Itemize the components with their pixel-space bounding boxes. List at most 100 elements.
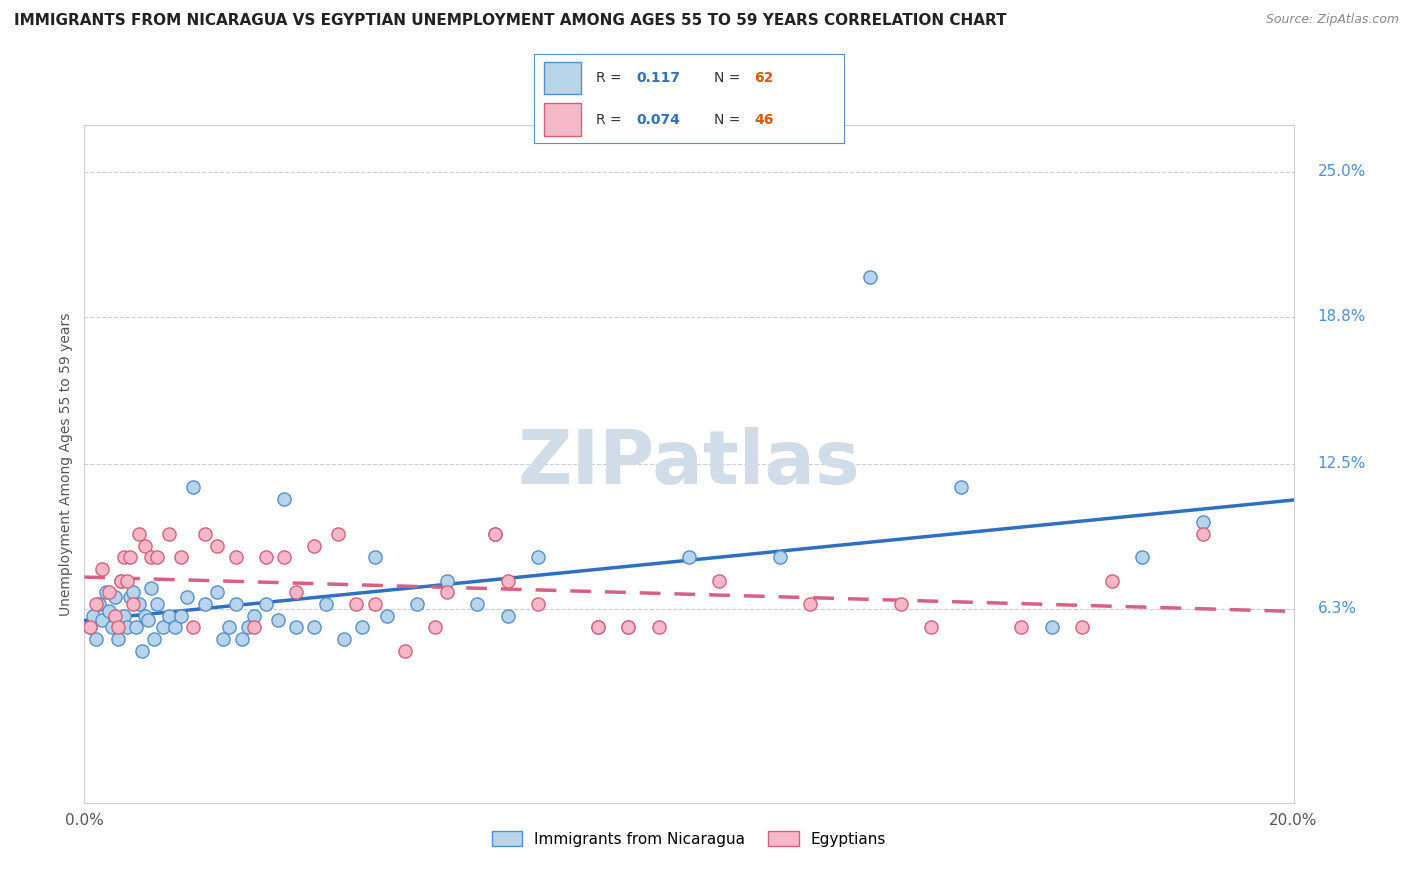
Point: [181, 620, 204, 634]
Text: 6.3%: 6.3%: [1317, 601, 1357, 616]
Point: [1010, 620, 1032, 634]
Text: ZIPatlas: ZIPatlas: [517, 427, 860, 500]
Text: 0.117: 0.117: [637, 70, 681, 85]
Point: [128, 527, 150, 541]
Point: [496, 574, 519, 588]
Point: [207, 539, 229, 553]
Text: 12.5%: 12.5%: [1317, 457, 1367, 471]
Point: [181, 480, 204, 494]
Point: [302, 620, 325, 634]
Point: [128, 597, 150, 611]
Point: [79, 620, 101, 634]
Text: N =: N =: [714, 112, 744, 127]
Point: [82, 608, 104, 623]
Point: [121, 585, 143, 599]
Point: [496, 608, 519, 623]
Point: [86, 597, 108, 611]
Legend: Immigrants from Nicaragua, Egyptians: Immigrants from Nicaragua, Egyptians: [485, 824, 893, 853]
Point: [104, 590, 127, 604]
Point: [436, 585, 458, 599]
Point: [467, 597, 489, 611]
Point: [859, 269, 882, 284]
Point: [346, 597, 368, 611]
Text: N =: N =: [714, 70, 744, 85]
Point: [107, 632, 129, 647]
Point: [89, 597, 111, 611]
Text: 62: 62: [754, 70, 773, 85]
FancyBboxPatch shape: [544, 103, 581, 136]
Point: [406, 597, 429, 611]
Point: [363, 550, 385, 565]
Point: [194, 527, 217, 541]
Text: IMMIGRANTS FROM NICARAGUA VS EGYPTIAN UNEMPLOYMENT AMONG AGES 55 TO 59 YEARS COR: IMMIGRANTS FROM NICARAGUA VS EGYPTIAN UN…: [14, 13, 1007, 29]
Point: [267, 614, 290, 628]
Point: [165, 620, 187, 634]
Point: [118, 550, 141, 565]
Point: [617, 620, 640, 634]
Point: [333, 632, 356, 647]
Point: [769, 550, 792, 565]
Point: [91, 562, 114, 576]
Point: [920, 620, 942, 634]
Point: [225, 597, 247, 611]
Point: [157, 608, 180, 623]
Point: [588, 620, 610, 634]
Point: [1192, 527, 1215, 541]
FancyBboxPatch shape: [544, 62, 581, 94]
Point: [1071, 620, 1094, 634]
Point: [527, 550, 550, 565]
Point: [136, 614, 159, 628]
Point: [484, 527, 506, 541]
Point: [131, 644, 153, 658]
Point: [352, 620, 374, 634]
Text: 18.8%: 18.8%: [1317, 309, 1367, 324]
Point: [1192, 516, 1215, 530]
Point: [231, 632, 253, 647]
Point: [176, 590, 198, 604]
Point: [1101, 574, 1123, 588]
Point: [97, 604, 120, 618]
Point: [273, 550, 295, 565]
Point: [678, 550, 700, 565]
Point: [207, 585, 229, 599]
Point: [242, 620, 264, 634]
Point: [709, 574, 731, 588]
Point: [394, 644, 416, 658]
Point: [375, 608, 398, 623]
Point: [157, 527, 180, 541]
Point: [315, 597, 337, 611]
Text: Source: ZipAtlas.com: Source: ZipAtlas.com: [1265, 13, 1399, 27]
Point: [110, 574, 132, 588]
Text: 0.074: 0.074: [637, 112, 681, 127]
Point: [91, 614, 114, 628]
Point: [1130, 550, 1153, 565]
Point: [100, 620, 122, 634]
Point: [146, 597, 169, 611]
Text: R =: R =: [596, 112, 626, 127]
Text: 25.0%: 25.0%: [1317, 164, 1367, 179]
Text: 46: 46: [754, 112, 773, 127]
Point: [436, 574, 458, 588]
Point: [328, 527, 350, 541]
Point: [110, 574, 132, 588]
Point: [890, 597, 912, 611]
Point: [94, 585, 117, 599]
Point: [212, 632, 235, 647]
Point: [194, 597, 217, 611]
Point: [134, 539, 156, 553]
Point: [170, 608, 193, 623]
Point: [1040, 620, 1063, 634]
Point: [139, 581, 162, 595]
Point: [218, 620, 240, 634]
Point: [236, 620, 259, 634]
Point: [97, 585, 120, 599]
Point: [118, 590, 141, 604]
Point: [170, 550, 193, 565]
Point: [225, 550, 247, 565]
Point: [527, 597, 550, 611]
Point: [125, 620, 148, 634]
Point: [112, 608, 135, 623]
Point: [363, 597, 385, 611]
Point: [242, 608, 264, 623]
Point: [146, 550, 169, 565]
